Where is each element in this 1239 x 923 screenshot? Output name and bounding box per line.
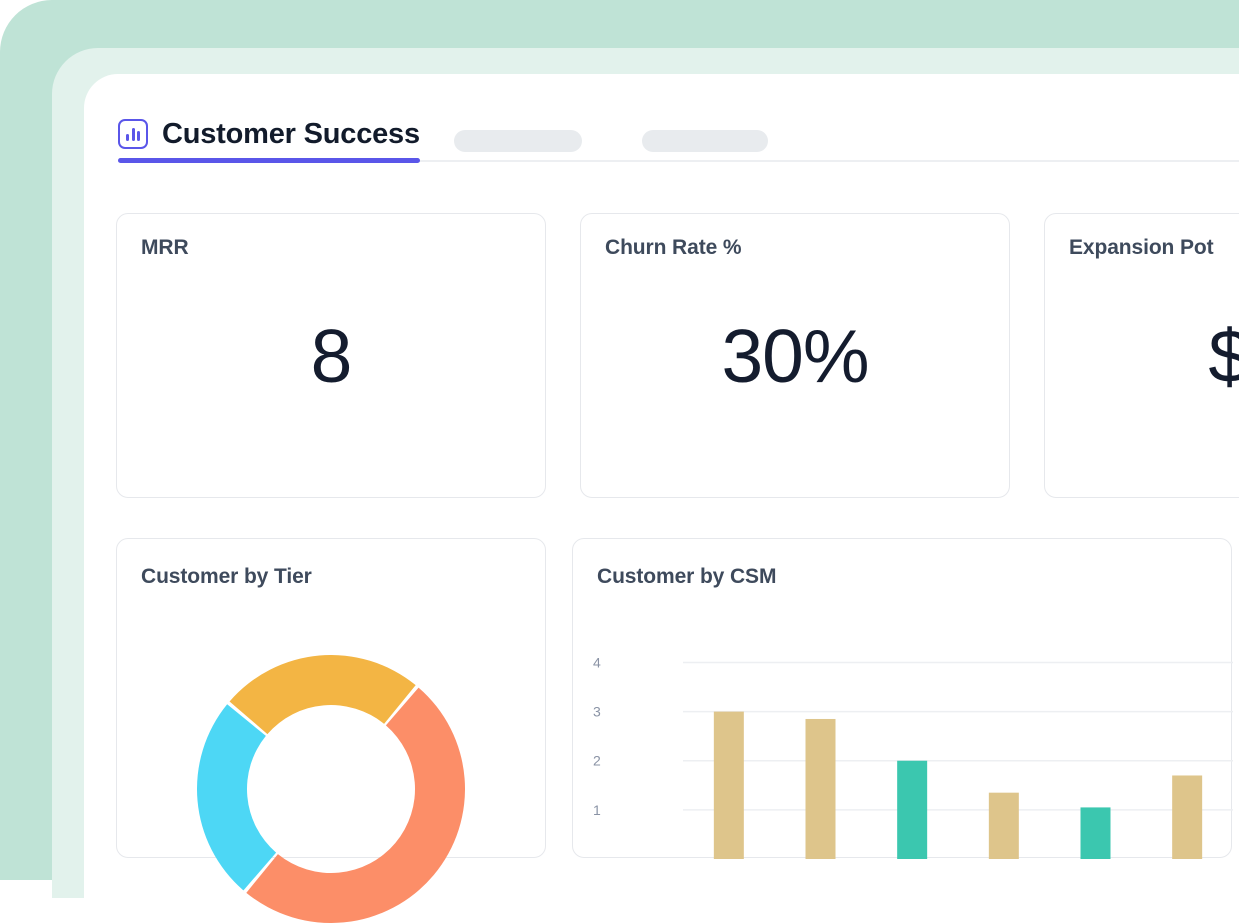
bar[interactable] [713, 711, 744, 859]
bar[interactable] [1172, 775, 1203, 859]
kpi-value: $1, [1208, 313, 1239, 398]
y-axis-tick-label: 1 [593, 802, 601, 818]
kpi-title: Expansion Pot [1069, 236, 1214, 259]
y-axis-tick-label: 2 [593, 753, 601, 769]
bar[interactable] [1080, 807, 1111, 859]
donut-chart-svg [197, 655, 465, 923]
kpi-title: Churn Rate % [605, 236, 742, 259]
page-title: Customer Success [162, 117, 420, 150]
donut-slice[interactable] [197, 704, 277, 891]
bar[interactable] [805, 718, 836, 859]
active-tab-indicator [118, 158, 420, 163]
dashboard-header: Customer Success [118, 112, 1239, 172]
kpi-value: 30% [721, 313, 869, 398]
kpi-card-churn-rate[interactable]: Churn Rate % 30% [580, 213, 1010, 498]
panel-customer-by-csm[interactable]: Customer by CSM 1 2 3 4 [572, 538, 1233, 859]
panel-customer-by-tier[interactable]: Customer by Tier [116, 538, 546, 923]
panel-title: Customer by CSM [597, 565, 777, 588]
kpi-card-expansion-potential[interactable]: Expansion Pot $1, [1044, 213, 1239, 498]
y-axis-tick-label: 4 [593, 654, 601, 670]
bar-chart-icon [118, 119, 148, 149]
donut-slice[interactable] [229, 655, 416, 735]
bar-chart-customer-by-csm[interactable]: 1 2 3 4 [573, 617, 1233, 859]
kpi-title: MRR [141, 236, 189, 259]
bar[interactable] [897, 760, 928, 859]
bar[interactable] [988, 792, 1019, 859]
header-placeholder-pill-2[interactable] [642, 130, 768, 152]
kpi-card-mrr[interactable]: MRR 8 [116, 213, 546, 498]
panel-title: Customer by Tier [141, 565, 312, 588]
y-axis-tick-label: 3 [593, 704, 601, 720]
header-placeholder-pill-1[interactable] [454, 130, 582, 152]
header-divider [118, 160, 1239, 162]
donut-chart-customer-by-tier[interactable] [197, 655, 465, 923]
kpi-value: 8 [310, 313, 353, 398]
tab-customer-success[interactable]: Customer Success [118, 112, 420, 156]
bar-chart-svg: 1 2 3 4 [593, 654, 1233, 859]
